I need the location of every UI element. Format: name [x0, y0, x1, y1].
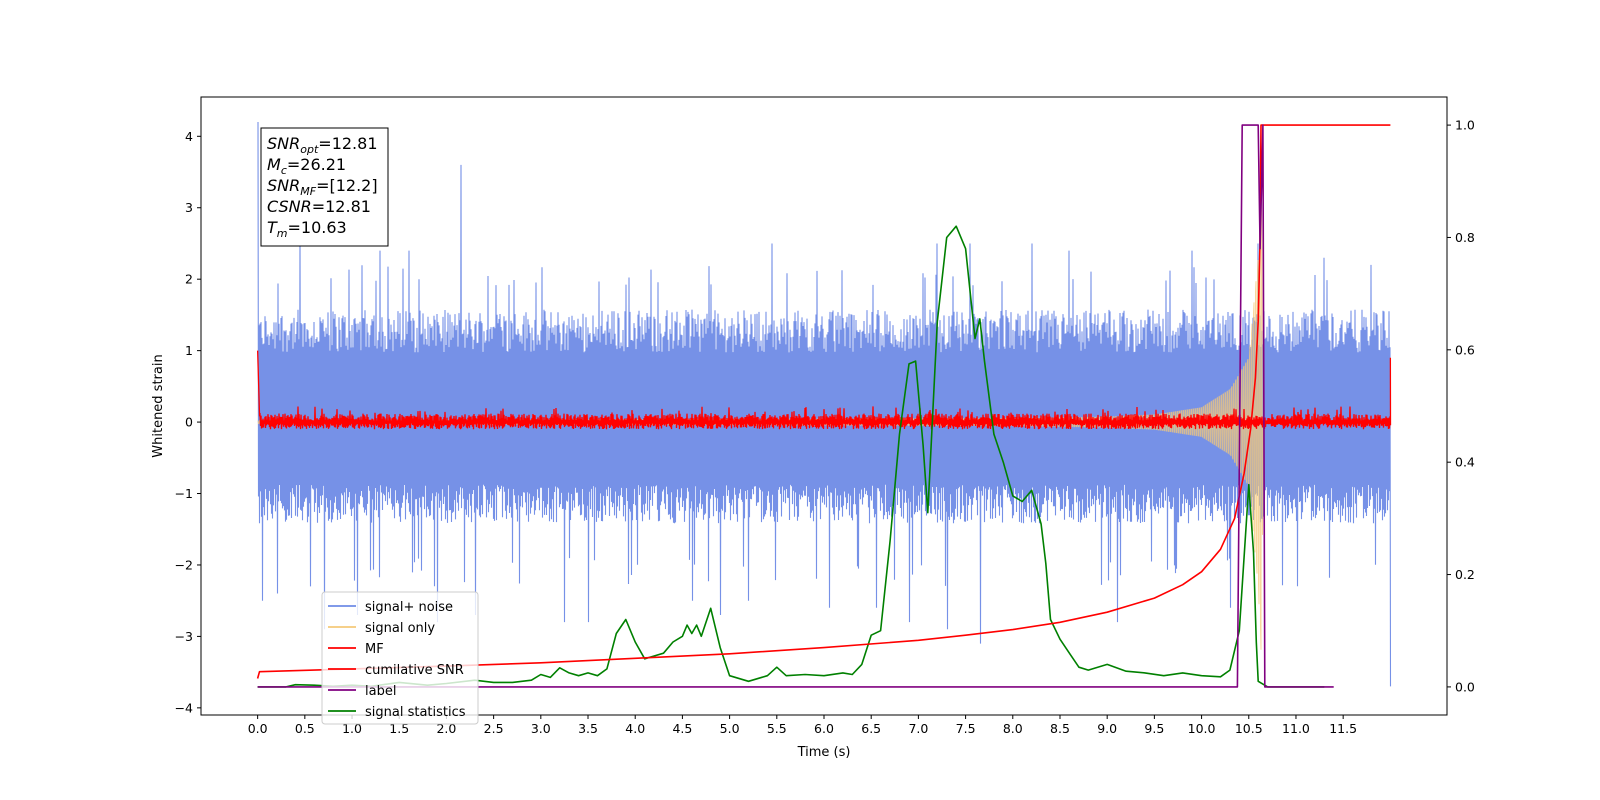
y-left-tick-label: −1 [175, 486, 193, 501]
x-tick-label: 1.5 [389, 721, 409, 736]
x-tick-label: 4.0 [625, 721, 645, 736]
annotation-box [260, 127, 389, 247]
y-left-tick-label: 1 [185, 343, 193, 358]
x-tick-label: 2.5 [484, 721, 504, 736]
legend-frame [321, 591, 479, 725]
legend-label: signal statistics [365, 705, 466, 720]
annotation-line: SNRMF=[12.2] [267, 176, 378, 198]
legend-label: signal+ noise [365, 600, 453, 615]
x-tick-label: 3.0 [531, 721, 551, 736]
x-tick-label: 4.5 [672, 721, 692, 736]
y-left-tick-label: −3 [175, 629, 193, 644]
y-right-tick-label: 0.8 [1455, 230, 1475, 245]
x-tick-label: 7.0 [908, 721, 928, 736]
x-tick-label: 5.0 [720, 721, 740, 736]
y-right-tick-label: 1.0 [1455, 118, 1475, 133]
x-axis-label: Time (s) [797, 745, 851, 760]
x-tick-label: 7.5 [956, 721, 976, 736]
legend-label: cumilative SNR [365, 663, 464, 678]
annotation-line: Tm=10.63 [267, 218, 347, 240]
left-y-axis: 4 3 2 1 0 −1 −2 −3 −4 [175, 129, 201, 715]
y-left-tick-label: 0 [185, 415, 193, 430]
x-tick-label: 11.0 [1282, 721, 1310, 736]
x-tick-label: 0.5 [295, 721, 315, 736]
y-right-tick-label: 0.6 [1455, 342, 1475, 357]
legend: signal+ noise signal only MF cumilative SNR… [321, 591, 479, 725]
y-right-tick-label: 0.0 [1455, 679, 1475, 694]
x-tick-label: 0.0 [248, 721, 268, 736]
x-tick-label: 8.0 [1003, 721, 1023, 736]
cumulative-snr-line [256, 124, 1391, 679]
annotation-line: CSNR=12.81 [267, 197, 371, 216]
x-tick-label: 6.0 [814, 721, 834, 736]
x-tick-label: 9.0 [1097, 721, 1117, 736]
stats-annotation-box: SNRopt=12.81Mc=26.21SNRMF=[12.2]CSNR=12.… [260, 127, 389, 247]
y-left-tick-label: −4 [175, 700, 193, 715]
y-left-tick-label: 3 [185, 200, 193, 215]
plot-area [256, 121, 1392, 688]
legend-label: MF [365, 642, 384, 657]
x-tick-label: 8.5 [1050, 721, 1070, 736]
legend-label: label [365, 684, 396, 699]
mf-line [256, 350, 1392, 430]
x-tick-label: 11.5 [1329, 721, 1357, 736]
x-tick-label: 5.5 [767, 721, 787, 736]
y-left-tick-label: 2 [185, 272, 193, 287]
x-tick-label: 3.5 [578, 721, 598, 736]
y-right-tick-label: 0.2 [1455, 567, 1475, 582]
right-y-axis: 1.0 0.8 0.6 0.4 0.2 0.0 [1447, 118, 1475, 694]
y-axis-label: Whitened strain [151, 354, 166, 457]
y-left-tick-label: 4 [185, 129, 193, 144]
x-tick-label: 10.0 [1188, 721, 1216, 736]
annotation-line: Mc=26.21 [267, 155, 346, 177]
x-tick-label: 1.0 [342, 721, 362, 736]
annotation-line: SNRopt=12.81 [267, 134, 378, 156]
x-tick-label: 9.5 [1144, 721, 1164, 736]
signal-statistics-line [257, 225, 1325, 688]
x-tick-label: 6.5 [861, 721, 881, 736]
legend-label: signal only [365, 621, 435, 636]
y-left-tick-label: −2 [175, 557, 193, 572]
x-tick-label: 2.0 [436, 721, 456, 736]
x-tick-label: 10.5 [1235, 721, 1263, 736]
y-right-tick-label: 0.4 [1455, 455, 1475, 470]
label-line [257, 124, 1334, 688]
x-axis: 0.0 0.5 1.0 1.5 2.0 2.5 3.0 3.5 4.0 4.5 5.0 5.5 6.0 6… [248, 715, 1357, 736]
